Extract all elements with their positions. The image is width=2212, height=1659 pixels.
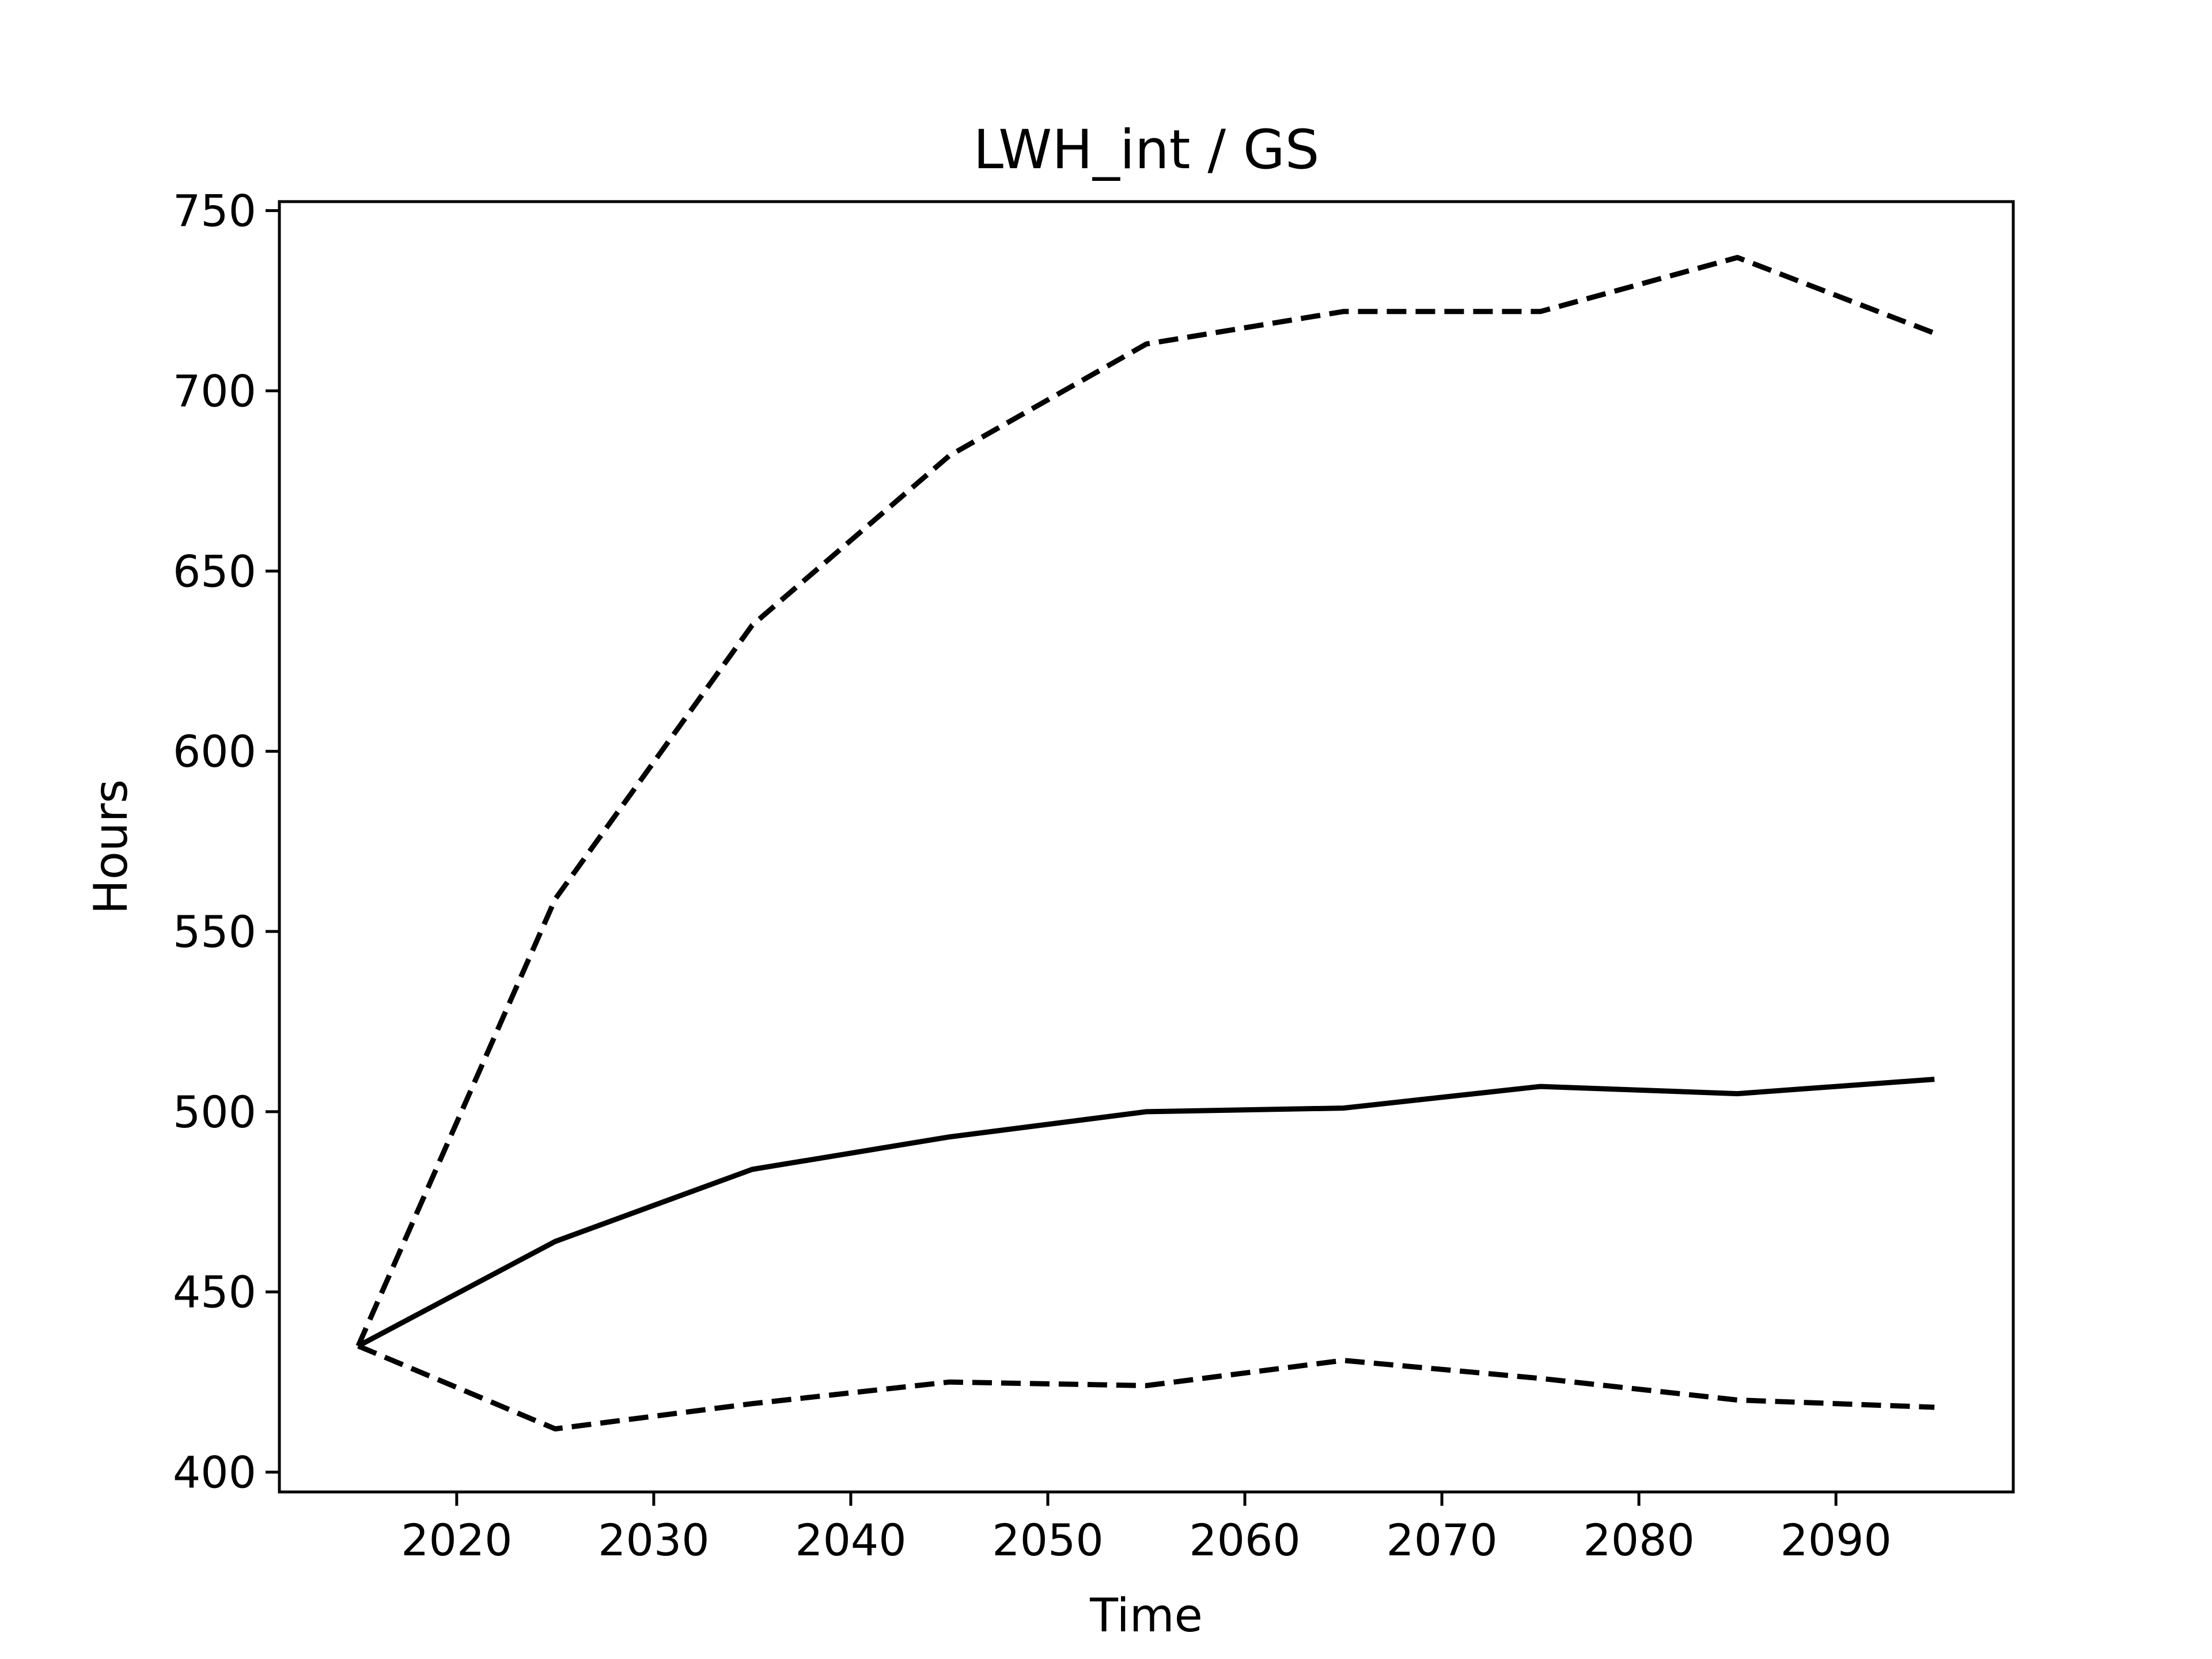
y-tick-label: 650	[173, 546, 256, 597]
series-line-1	[355, 255, 1936, 1347]
y-tick-label: 400	[173, 1447, 256, 1498]
x-tick-label: 2030	[598, 1514, 709, 1566]
y-axis-ticks: 400 450 500 550 600 650 700 750	[173, 185, 279, 1498]
y-tick-label: 550	[173, 906, 256, 957]
plot-frame	[278, 200, 2015, 1494]
x-tick-label: 2080	[1583, 1514, 1694, 1566]
series-layer	[355, 255, 1936, 1431]
x-tick-label: 2020	[401, 1514, 512, 1566]
x-axis-ticks: 2020 2030 2040 2050 2060 2070 2080 2090	[401, 1492, 1892, 1566]
y-tick-label: 500	[173, 1086, 256, 1138]
series-line-2	[357, 1077, 1935, 1349]
chart-title: LWH_int / GS	[974, 119, 1320, 181]
y-tick-label: 750	[173, 185, 256, 237]
y-tick-label: 450	[173, 1267, 256, 1318]
x-tick-label: 2090	[1780, 1514, 1891, 1566]
x-tick-label: 2050	[992, 1514, 1103, 1566]
x-tick-label: 2070	[1386, 1514, 1497, 1566]
x-tick-label: 2060	[1189, 1514, 1300, 1566]
x-tick-label: 2040	[795, 1514, 906, 1566]
series-line-3	[357, 1343, 1935, 1431]
x-axis-label: Time	[1089, 1589, 1203, 1642]
y-tick-label: 700	[173, 365, 256, 416]
y-tick-label: 600	[173, 726, 256, 777]
y-axis-label: Hours	[84, 779, 138, 914]
